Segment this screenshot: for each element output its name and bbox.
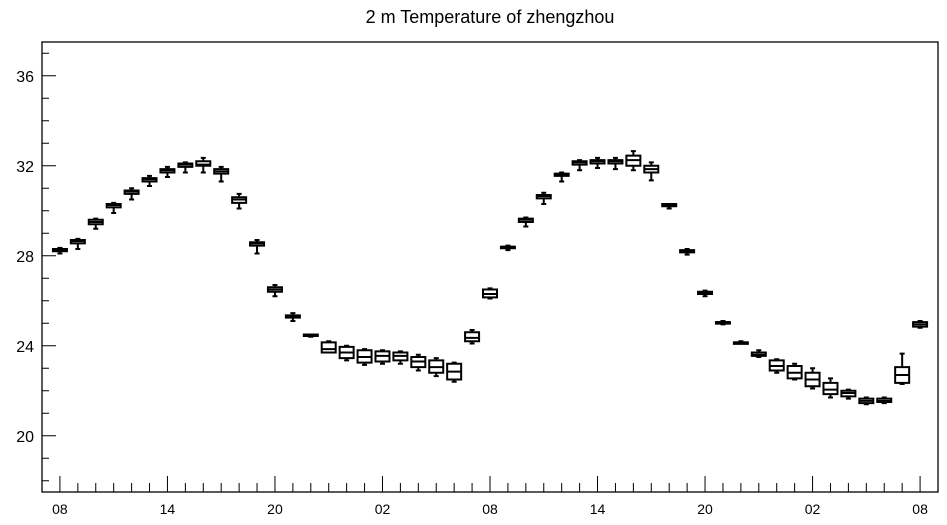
box-plot-item — [625, 150, 642, 172]
x-tick-label: 08 — [482, 501, 498, 517]
box-plot-item — [410, 353, 427, 372]
box-iqr — [195, 160, 212, 167]
x-tick-label: 20 — [267, 501, 283, 517]
box-iqr — [464, 331, 481, 343]
y-tick-label: 32 — [16, 159, 34, 176]
box-plot-item — [607, 156, 624, 171]
x-tick-label: 14 — [590, 501, 606, 517]
box-plot-item — [840, 388, 857, 400]
x-tick-label: 20 — [697, 501, 713, 517]
box-plot-item — [374, 349, 391, 365]
y-tick-label: 36 — [16, 69, 34, 86]
box-plot-item — [428, 357, 445, 378]
chart-title: 2 m Temperature of zhengzhou — [366, 7, 615, 27]
box-plot-item — [786, 362, 803, 381]
box-plot-item — [750, 349, 767, 358]
box-plot-item — [338, 344, 355, 362]
y-tick-label: 24 — [16, 339, 34, 356]
plot-frame — [41, 41, 939, 493]
box-plot-item — [231, 192, 248, 210]
box-plot-item — [858, 396, 875, 406]
box-iqr — [320, 341, 337, 354]
box-plot-item — [482, 287, 498, 300]
box-plot-item — [249, 239, 266, 255]
box-plot-item — [589, 156, 606, 169]
box-plot-item — [517, 216, 534, 228]
box-plot-item — [213, 165, 230, 183]
box-plot-item — [266, 284, 283, 298]
box-plot-item — [553, 171, 570, 183]
box-plot-item — [499, 244, 516, 252]
box-plot-item — [159, 165, 176, 178]
y-tick-label: 20 — [16, 429, 34, 446]
box-plot-item — [804, 367, 821, 390]
box-plot-item — [302, 333, 319, 338]
box-plot-item — [69, 237, 86, 250]
box-plot-item — [714, 320, 731, 326]
y-tick-label: 28 — [16, 249, 34, 266]
box-plot-item — [123, 187, 140, 201]
box-plot-item — [446, 361, 463, 383]
box-plot-item — [697, 289, 714, 298]
x-tick-label: 14 — [160, 501, 176, 517]
box-plot-item — [732, 340, 749, 345]
box-plot-item — [679, 248, 696, 256]
box-plot-item — [464, 329, 481, 345]
box-plot-item — [876, 396, 893, 405]
box-plot-item — [822, 377, 839, 399]
box-plot-item — [643, 161, 660, 182]
box-plot-item — [284, 312, 301, 322]
box-plot-item — [87, 217, 104, 230]
box-iqr — [822, 381, 839, 396]
box-plot-item — [661, 203, 678, 210]
x-tick-label: 08 — [52, 501, 68, 517]
x-tick-label: 02 — [805, 501, 821, 517]
box-plot-item — [320, 340, 337, 354]
box-plot-item — [768, 358, 785, 374]
box-plot-item — [141, 174, 158, 187]
axes: 20 24 28 32 36 08 14 20 02 08 14 20 02 08 — [16, 41, 939, 517]
box-plot-item — [105, 201, 122, 214]
box-plot-item — [356, 348, 373, 366]
box-plot-item — [571, 159, 588, 172]
box-plot-item — [51, 246, 68, 255]
x-tick-label: 08 — [912, 501, 928, 517]
x-tick-label: 02 — [375, 501, 391, 517]
box-plot-item — [894, 352, 911, 385]
box-plot-item — [912, 320, 929, 329]
box-plot-item — [535, 191, 552, 205]
box-plot-item — [392, 350, 409, 365]
box-plot-item — [195, 156, 212, 174]
box-series — [51, 150, 929, 406]
box-plot-item — [177, 161, 194, 174]
